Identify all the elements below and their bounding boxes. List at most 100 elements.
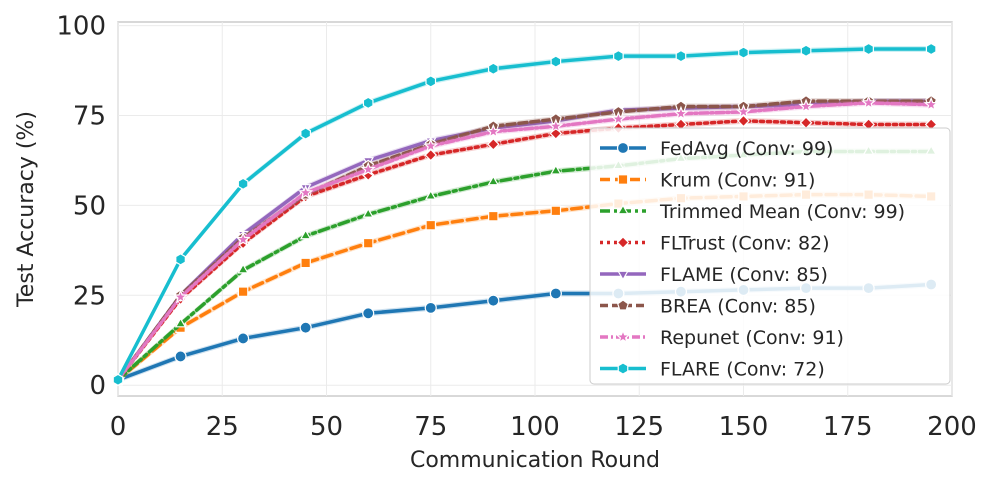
data-point: [925, 42, 937, 56]
data-point: [486, 137, 500, 151]
data-point: [237, 263, 249, 274]
data-point: [237, 177, 249, 191]
data-point: [237, 286, 249, 297]
data-point: [798, 98, 814, 113]
x-tick-label: 25: [206, 412, 239, 442]
data-point: [800, 44, 812, 57]
data-point: [172, 289, 189, 304]
legend-entry: Repunet (Conv: 91): [600, 327, 844, 349]
y-tick-label: 50: [73, 191, 106, 221]
series-6: [110, 94, 939, 387]
data-point: [424, 148, 438, 162]
legend-marker: [617, 204, 629, 215]
legend-marker: [615, 329, 631, 344]
data-point: [861, 94, 877, 110]
data-point: [735, 103, 752, 119]
legend-entry: FLTrust (Conv: 82): [600, 233, 830, 255]
data-point: [237, 332, 250, 345]
data-point: [485, 123, 501, 139]
data-point: [112, 373, 124, 387]
data-point: [362, 207, 374, 218]
x-tick-label: 0: [110, 412, 127, 442]
data-point: [235, 231, 251, 246]
y-tick-label: 75: [73, 102, 106, 132]
data-point: [362, 237, 374, 249]
legend-label: Repunet (Conv: 91): [660, 327, 844, 349]
data-point: [548, 118, 564, 133]
y-tick-label: 25: [73, 281, 106, 311]
data-point: [550, 55, 562, 68]
legend-label: Krum (Conv: 91): [660, 170, 815, 192]
x-tick-labels: 0 25 50 75 100 125 150 175 200: [110, 412, 977, 442]
legend-label: FLTrust (Conv: 82): [660, 233, 830, 255]
data-point: [360, 161, 376, 176]
data-point: [362, 96, 374, 110]
legend-label: FLAME (Conv: 85): [660, 264, 828, 286]
x-axis-title: Communication Round: [410, 448, 660, 473]
x-tick-label: 75: [414, 412, 447, 442]
legend-label: FedAvg (Conv: 99): [660, 138, 833, 160]
data-point: [425, 75, 437, 88]
x-tick-label: 150: [719, 412, 769, 442]
x-tick-label: 200: [927, 412, 977, 442]
x-tick-label: 50: [310, 412, 343, 442]
legend-entry: Krum (Conv: 91): [600, 170, 815, 192]
data-point: [424, 189, 437, 200]
legend: FedAvg (Conv: 99) Krum (Conv: 91) Trimmed …: [589, 127, 951, 385]
data-point: [673, 105, 689, 121]
series-line: [116, 119, 933, 382]
legend-marker: [617, 299, 629, 311]
legend-marker: [617, 362, 629, 375]
data-point: [675, 49, 687, 63]
legend-entry: FLARE (Conv: 72): [600, 359, 825, 381]
data-point: [362, 307, 375, 320]
data-point: [300, 257, 311, 269]
x-tick-label: 175: [823, 412, 873, 442]
series-line: [116, 99, 933, 382]
data-point: [174, 317, 187, 328]
legend-label: FLARE (Conv: 72): [660, 359, 825, 381]
data-point: [550, 164, 562, 175]
data-point: [863, 42, 874, 56]
data-point: [487, 175, 500, 186]
legend-entry: FLAME (Conv: 85): [600, 264, 828, 286]
legend-box: [589, 127, 951, 385]
y-tick-labels: 0 25 50 75 100: [56, 12, 106, 402]
x-tick-label: 100: [510, 412, 560, 442]
legend-marker: [617, 174, 629, 185]
x-tick-label: 125: [614, 412, 664, 442]
series-line: [116, 101, 933, 382]
data-point: [174, 350, 187, 363]
y-tick-label: 100: [56, 12, 106, 42]
data-point: [299, 321, 312, 334]
data-point: [424, 301, 437, 314]
data-point: [923, 96, 939, 112]
legend-entry: BREA (Conv: 85): [600, 296, 816, 318]
data-point: [738, 46, 749, 59]
y-tick-label: 0: [89, 371, 106, 401]
legend-marker: [617, 270, 629, 281]
data-point: [423, 138, 439, 153]
series-line: [116, 47, 933, 382]
legend-entry: FedAvg (Conv: 99): [600, 138, 833, 160]
legend-label: Trimmed Mean (Conv: 99): [659, 201, 905, 223]
legend-label: BREA (Conv: 85): [660, 296, 816, 318]
series-7: [112, 42, 937, 387]
data-point: [488, 210, 499, 222]
data-point: [613, 49, 624, 63]
data-point: [549, 287, 562, 300]
legend-marker: [616, 141, 630, 155]
data-point: [300, 127, 312, 140]
data-point: [299, 229, 312, 240]
data-point: [487, 62, 499, 75]
data-point: [175, 253, 186, 266]
y-axis-title: Test Accuracy (%): [14, 111, 39, 308]
data-point: [425, 219, 437, 231]
data-point: [610, 111, 626, 126]
data-point: [550, 205, 562, 217]
legend-marker: [616, 236, 630, 249]
data-point: [487, 294, 500, 307]
legend-entry: Trimmed Mean (Conv: 99): [600, 201, 905, 223]
data-point: [298, 184, 314, 200]
